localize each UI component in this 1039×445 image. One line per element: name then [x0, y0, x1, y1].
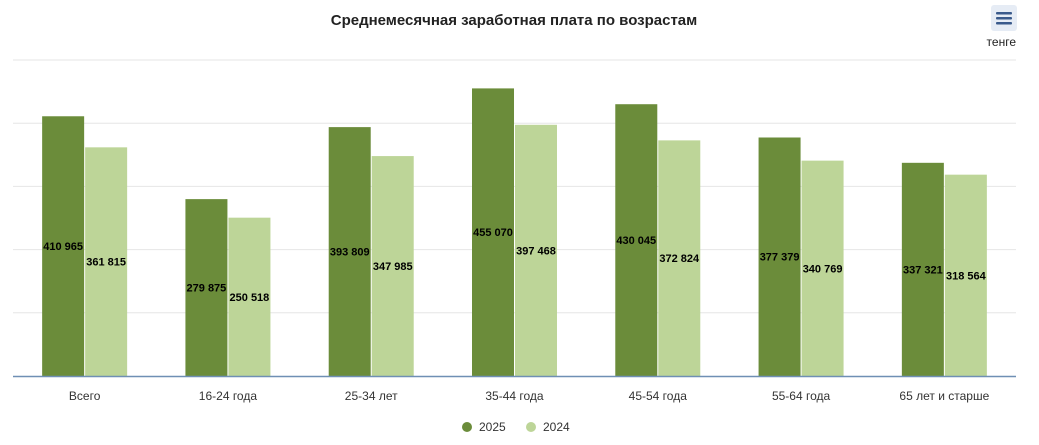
bar-2025-2[interactable]: [328, 127, 371, 377]
bar-2025-0[interactable]: [42, 116, 85, 377]
value-label: 430 045: [616, 235, 656, 247]
bar-2024-4[interactable]: [658, 140, 701, 376]
category-label: 16-24 года: [199, 389, 258, 403]
bar-2025-3[interactable]: [472, 88, 514, 377]
legend-item-2025[interactable]: 2025: [462, 420, 506, 434]
bar-2025-1[interactable]: [185, 199, 228, 376]
bar-2024-3[interactable]: [515, 124, 557, 376]
bar-2024-1[interactable]: [228, 217, 271, 376]
value-label: 340 769: [803, 263, 843, 275]
legend: 2025 2024: [462, 420, 570, 434]
category-label: 25-34 лет: [345, 389, 398, 403]
value-label: 393 809: [330, 247, 370, 259]
value-label: 397 468: [516, 245, 556, 257]
bar-2025-6[interactable]: [901, 162, 944, 376]
value-label: 361 815: [86, 257, 126, 269]
grid-lines: [13, 59, 1016, 314]
category-label: 35-44 года: [485, 389, 544, 403]
value-label: 455 070: [473, 227, 513, 239]
category-label: 55-64 года: [772, 389, 831, 403]
bar-2024-5[interactable]: [801, 160, 844, 376]
value-label: 377 379: [760, 252, 800, 264]
value-label: 279 875: [187, 283, 227, 295]
unit-label: тенге: [987, 35, 1017, 49]
value-label: 347 985: [373, 261, 413, 273]
chart-menu-button[interactable]: [991, 5, 1017, 31]
bars: [42, 88, 987, 377]
category-label: Всего: [69, 389, 101, 403]
chart-title: Среднемесячная заработная плата по возра…: [331, 12, 698, 29]
bar-2024-2[interactable]: [371, 156, 414, 376]
bar-2024-6[interactable]: [944, 174, 987, 376]
legend-item-2024[interactable]: 2024: [526, 420, 570, 434]
bar-2025-5[interactable]: [758, 137, 801, 376]
value-label: 337 321: [903, 264, 943, 276]
hamburger-menu-icon: [996, 12, 1012, 25]
value-label: 410 965: [43, 241, 83, 253]
category-labels: Всего 16-24 года 25-34 лет 35-44 года 45-54 …: [69, 389, 990, 403]
bar-2025-4[interactable]: [615, 104, 658, 377]
legend-label-2025: 2025: [479, 420, 506, 434]
value-label: 318 564: [946, 270, 987, 282]
legend-label-2024: 2024: [543, 420, 570, 434]
value-label: 250 518: [230, 292, 270, 304]
category-label: 65 лет и старше: [899, 389, 989, 403]
category-label: 45-54 года: [629, 389, 688, 403]
value-label: 372 824: [659, 253, 700, 265]
bar-2024-0[interactable]: [85, 147, 128, 376]
